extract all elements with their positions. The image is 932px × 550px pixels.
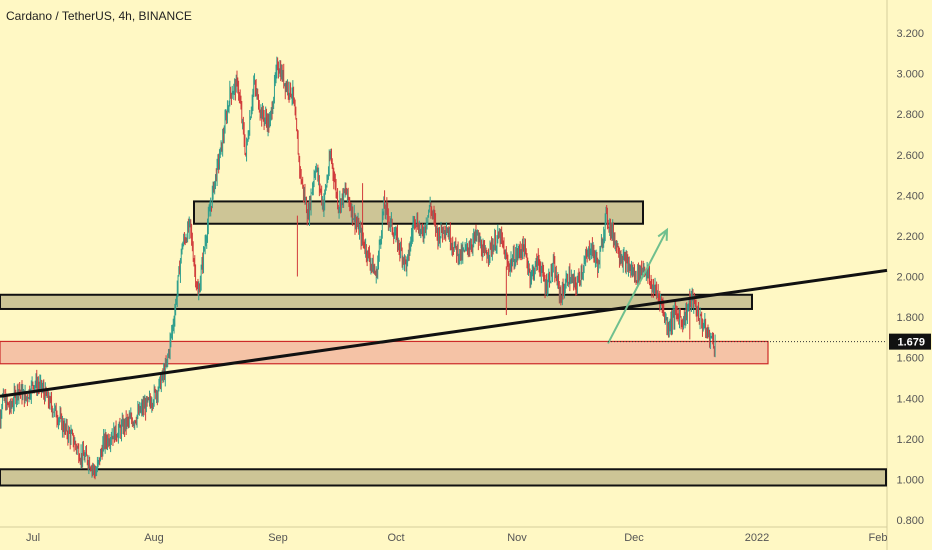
- y-tick-label: 1.200: [896, 434, 924, 446]
- last-price-label: 1.679: [897, 337, 925, 349]
- y-tick-label: 0.800: [896, 515, 924, 527]
- x-tick-label: Nov: [507, 532, 527, 544]
- last-price-badge: [889, 333, 931, 350]
- y-tick-label: 2.200: [896, 231, 924, 243]
- x-tick-label: Aug: [144, 532, 164, 544]
- support-resistance-zone[interactable]: [0, 293, 753, 310]
- y-tick-label: 3.000: [896, 69, 924, 81]
- y-tick-label: 1.600: [896, 353, 924, 365]
- y-tick-label: 2.400: [896, 190, 924, 202]
- projection-arrow[interactable]: [607, 229, 668, 344]
- y-tick-label: 2.600: [896, 150, 924, 162]
- y-tick-label: 3.200: [896, 28, 924, 40]
- support-resistance-zone[interactable]: [0, 468, 887, 487]
- projection-arrow-head: [657, 227, 669, 241]
- y-tick-label: 2.800: [896, 109, 924, 121]
- trendline[interactable]: [0, 268, 888, 398]
- y-tick-label: 2.000: [896, 272, 924, 284]
- x-tick-label: Feb: [869, 532, 888, 544]
- y-tick-label: 1.800: [896, 312, 924, 324]
- x-tick-label: Dec: [624, 532, 644, 544]
- x-tick-label: Oct: [387, 532, 404, 544]
- y-tick-label: 1.400: [896, 393, 924, 405]
- x-tick-label: Sep: [268, 532, 288, 544]
- y-tick-label: 1.000: [896, 474, 924, 486]
- support-resistance-zone[interactable]: [0, 340, 769, 365]
- x-tick-label: 2022: [745, 532, 769, 544]
- chart-title: Cardano / TetherUS, 4h, BINANCE: [6, 9, 192, 23]
- support-resistance-zone[interactable]: [193, 200, 644, 225]
- x-tick-label: Jul: [26, 532, 40, 544]
